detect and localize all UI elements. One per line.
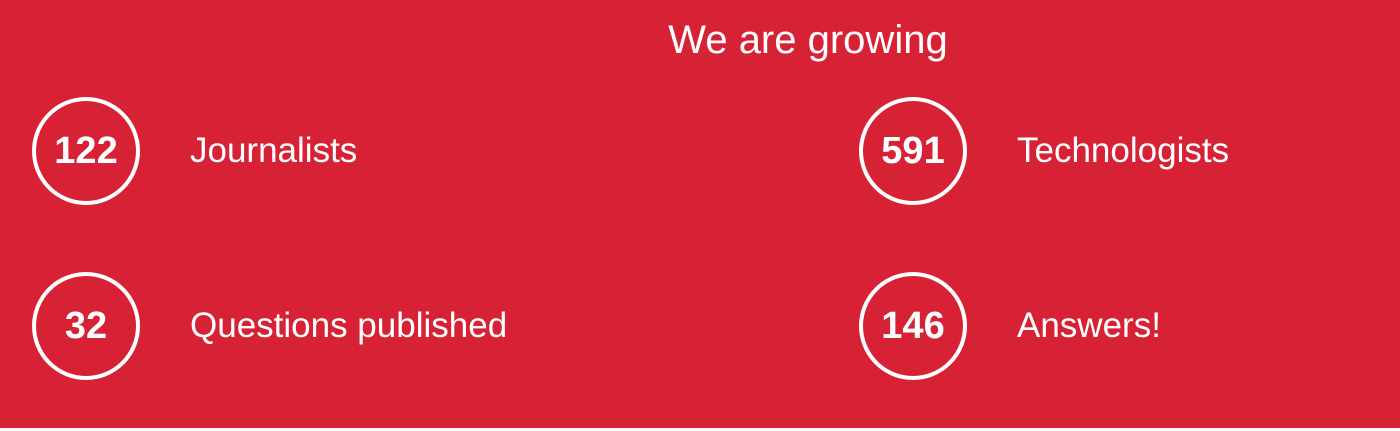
stat-questions-published: 32 Questions published [32, 272, 508, 380]
stat-label: Journalists [190, 131, 358, 170]
stat-journalists: 122 Journalists [32, 97, 358, 205]
stat-label: Answers! [1017, 306, 1161, 345]
stat-label: Questions published [190, 306, 508, 345]
stat-answers: 146 Answers! [859, 272, 1161, 380]
stat-label: Technologists [1017, 131, 1230, 170]
stat-count-circle: 122 [32, 97, 140, 205]
stat-count-circle: 32 [32, 272, 140, 380]
stat-technologists: 591 Technologists [859, 97, 1230, 205]
bottom-divider [0, 428, 1400, 431]
stat-count-circle: 591 [859, 97, 967, 205]
section-title: We are growing [668, 18, 948, 62]
stat-count-circle: 146 [859, 272, 967, 380]
